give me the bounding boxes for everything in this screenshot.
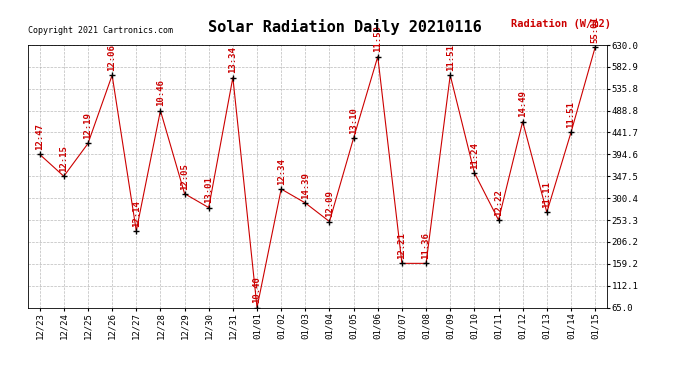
Text: 11:51: 11:51 xyxy=(566,102,575,128)
Text: Solar Radiation Daily 20210116: Solar Radiation Daily 20210116 xyxy=(208,19,482,35)
Text: Copyright 2021 Cartronics.com: Copyright 2021 Cartronics.com xyxy=(28,26,172,35)
Text: 10:40: 10:40 xyxy=(253,276,262,303)
Text: 12:19: 12:19 xyxy=(83,112,92,140)
Text: 11:51: 11:51 xyxy=(446,44,455,71)
Text: 12:09: 12:09 xyxy=(325,190,334,217)
Text: 12:21: 12:21 xyxy=(397,232,406,259)
Text: 13:10: 13:10 xyxy=(349,107,358,134)
Text: 12:05: 12:05 xyxy=(180,163,189,189)
Text: 13:34: 13:34 xyxy=(228,46,237,74)
Text: 12:15: 12:15 xyxy=(59,145,68,172)
Text: 10:46: 10:46 xyxy=(156,80,165,106)
Text: 12:34: 12:34 xyxy=(277,158,286,185)
Text: Radiation (W/m2): Radiation (W/m2) xyxy=(511,19,611,29)
Text: 11:24: 11:24 xyxy=(470,142,479,169)
Text: 55:01: 55:01 xyxy=(591,16,600,43)
Text: 12:06: 12:06 xyxy=(108,44,117,71)
Text: 12:14: 12:14 xyxy=(132,200,141,226)
Text: 14:49: 14:49 xyxy=(518,91,527,117)
Text: 11:36: 11:36 xyxy=(422,232,431,259)
Text: 12:22: 12:22 xyxy=(494,189,503,216)
Text: 11:11: 11:11 xyxy=(542,181,551,208)
Text: 14:39: 14:39 xyxy=(301,172,310,199)
Text: 11:50: 11:50 xyxy=(373,26,382,53)
Text: 13:01: 13:01 xyxy=(204,177,213,204)
Text: 12:47: 12:47 xyxy=(35,123,44,150)
